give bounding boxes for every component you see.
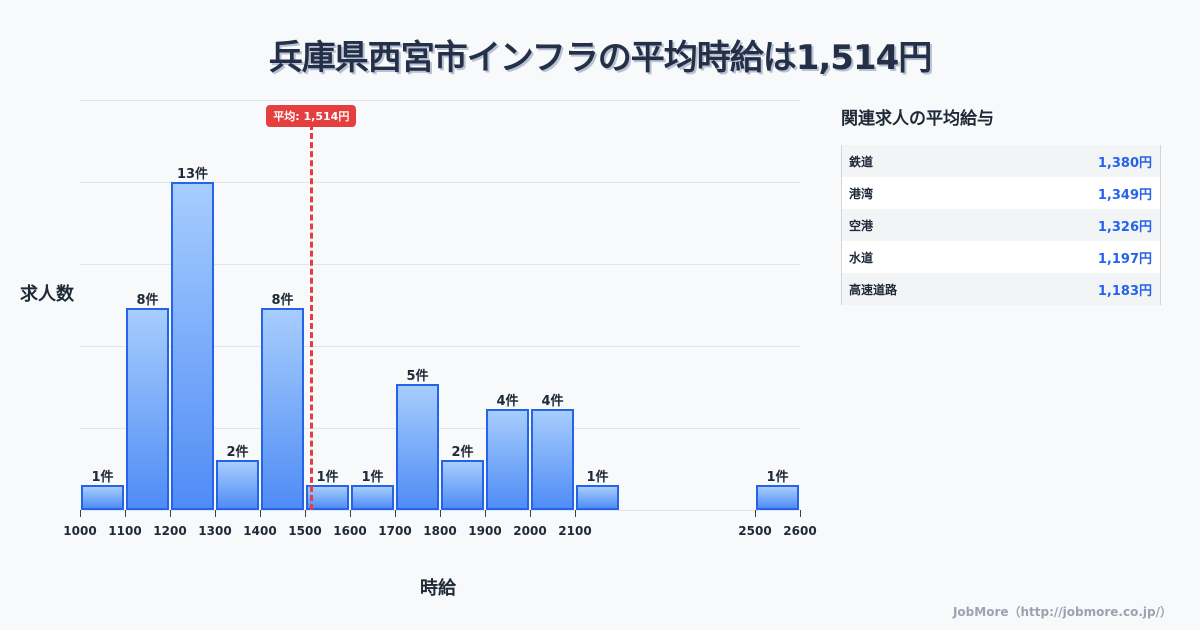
- x-tick: [80, 510, 81, 517]
- histogram-bar: [126, 308, 169, 510]
- x-tick-label: 2600: [783, 524, 817, 538]
- job-category-name: 鉄道: [849, 154, 874, 169]
- x-tick-label: 1500: [288, 524, 322, 538]
- x-tick-label: 1700: [378, 524, 412, 538]
- x-tick-label: 1900: [468, 524, 502, 538]
- related-salary-title: 関連求人の平均給与: [841, 109, 994, 129]
- x-tick: [260, 510, 261, 517]
- x-tick-label: 2100: [558, 524, 592, 538]
- bar-count-label: 5件: [406, 368, 429, 384]
- bar-count-label: 4件: [541, 394, 564, 410]
- job-category-name: 水道: [849, 250, 874, 265]
- x-tick: [350, 510, 351, 517]
- bar-count-label: 1件: [586, 469, 609, 485]
- x-tick-label: 1400: [243, 524, 277, 538]
- gridline: [80, 264, 800, 265]
- salary-row: 水道 1,197円: [842, 241, 1160, 273]
- x-tick: [395, 510, 396, 517]
- histogram-bar: [756, 484, 799, 510]
- x-tick: [170, 510, 171, 517]
- x-tick: [530, 510, 531, 517]
- x-tick-label: 1800: [423, 524, 457, 538]
- histogram-bar: [81, 484, 124, 510]
- gridline: [80, 346, 800, 347]
- x-tick-label: 1600: [333, 524, 367, 538]
- bar-count-label: 8件: [271, 293, 294, 309]
- job-category-name: 高速道路: [849, 282, 898, 297]
- y-axis-label: 求人数: [20, 284, 74, 305]
- histogram-bar: [486, 409, 529, 510]
- average-line: [310, 124, 314, 510]
- bar-count-label: 1件: [91, 469, 114, 485]
- page-title: 兵庫県西宮市インフラの平均時給は1,514円: [268, 38, 933, 78]
- average-salary-value: 1,380円: [1097, 155, 1152, 171]
- salary-row: 高速道路 1,183円: [842, 273, 1160, 305]
- bar-count-label: 13件: [176, 167, 209, 182]
- histogram-bar: [351, 484, 394, 510]
- bar-count-label: 1件: [766, 469, 789, 485]
- bar-count-label: 1件: [316, 469, 339, 485]
- average-salary-value: 1,197円: [1097, 251, 1152, 267]
- x-tick-label: 1100: [108, 524, 142, 538]
- x-tick: [755, 510, 756, 517]
- x-axis-label: 時給: [420, 578, 456, 599]
- x-tick: [125, 510, 126, 517]
- x-tick-label: 1300: [198, 524, 232, 538]
- average-salary-value: 1,349円: [1097, 187, 1152, 203]
- histogram-bar: [531, 409, 574, 510]
- average-badge: 平均: 1,514円: [266, 105, 357, 127]
- average-salary-value: 1,183円: [1097, 283, 1152, 299]
- x-tick-label: 1200: [153, 524, 187, 538]
- histogram-bar: [441, 459, 484, 510]
- footer-credit: JobMore（http://jobmore.co.jp/）: [952, 605, 1172, 619]
- histogram-bar: [576, 484, 619, 510]
- histogram-bar: [261, 308, 304, 510]
- bar-count-label: 1件: [361, 469, 384, 485]
- salary-row: 空港 1,326円: [842, 209, 1160, 241]
- related-salary-table: 鉄道 1,380円港湾 1,349円空港 1,326円水道 1,197円高速道路 1,18…: [841, 145, 1161, 305]
- job-category-name: 港湾: [849, 186, 874, 201]
- x-tick: [800, 510, 801, 517]
- x-tick: [575, 510, 576, 517]
- histogram-bar: [216, 459, 259, 510]
- average-salary-value: 1,326円: [1097, 219, 1152, 235]
- x-tick-label: 2000: [513, 524, 547, 538]
- x-tick-label: 1000: [63, 524, 97, 538]
- x-tick: [440, 510, 441, 517]
- gridline: [80, 428, 800, 429]
- x-tick-label: 2500: [738, 524, 772, 538]
- x-tick: [215, 510, 216, 517]
- bar-count-label: 2件: [451, 444, 474, 460]
- bar-count-label: 4件: [496, 394, 519, 410]
- x-tick: [485, 510, 486, 517]
- gridline: [80, 182, 800, 183]
- histogram-bar: [396, 383, 439, 510]
- x-tick: [305, 510, 306, 517]
- job-category-name: 空港: [849, 218, 874, 233]
- bar-count-label: 8件: [136, 293, 159, 309]
- histogram-plot: 1件 8件 13件 2件 8件 1件 1件 5件 2件 4件 4件 1件 1件 1000 1100 1200 1…: [63, 100, 817, 538]
- bar-count-label: 2件: [226, 444, 249, 460]
- salary-row: 港湾 1,349円: [842, 177, 1160, 209]
- gridline: [80, 100, 800, 101]
- histogram-bar: [171, 182, 214, 510]
- salary-row: 鉄道 1,380円: [842, 145, 1160, 177]
